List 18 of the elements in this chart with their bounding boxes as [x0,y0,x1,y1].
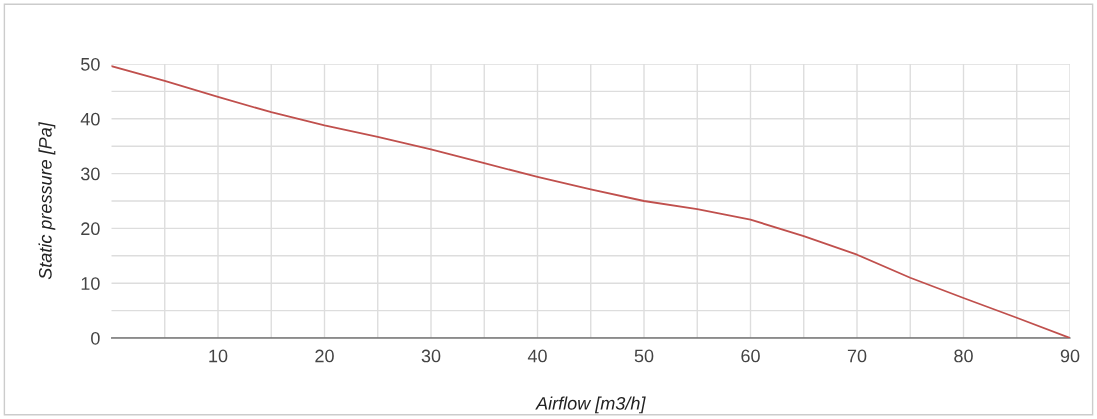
x-tick-label: 70 [847,349,867,363]
x-axis-title: Airflow [m3/h] [535,396,646,414]
x-tick-label: 50 [634,349,654,363]
y-tick-label: 20 [81,222,100,236]
line-series [111,65,1070,338]
y-tick-label: 50 [81,57,100,71]
y-tick-label: 10 [81,277,100,290]
x-tick-label: 90 [1060,349,1080,363]
y-axis-title: Static pressure [Pa] [38,121,56,280]
y-tick-label: 0 [91,331,100,345]
y-tick-label: 40 [80,112,100,126]
x-tick-label: 80 [954,349,973,363]
y-tick-label: 30 [81,167,100,181]
x-tick-label: 40 [527,349,547,363]
x-tick-label: 20 [315,349,334,363]
x-tick-label: 10 [209,349,228,363]
x-tick-label: 30 [421,349,441,363]
x-tick-label: 60 [741,349,760,363]
